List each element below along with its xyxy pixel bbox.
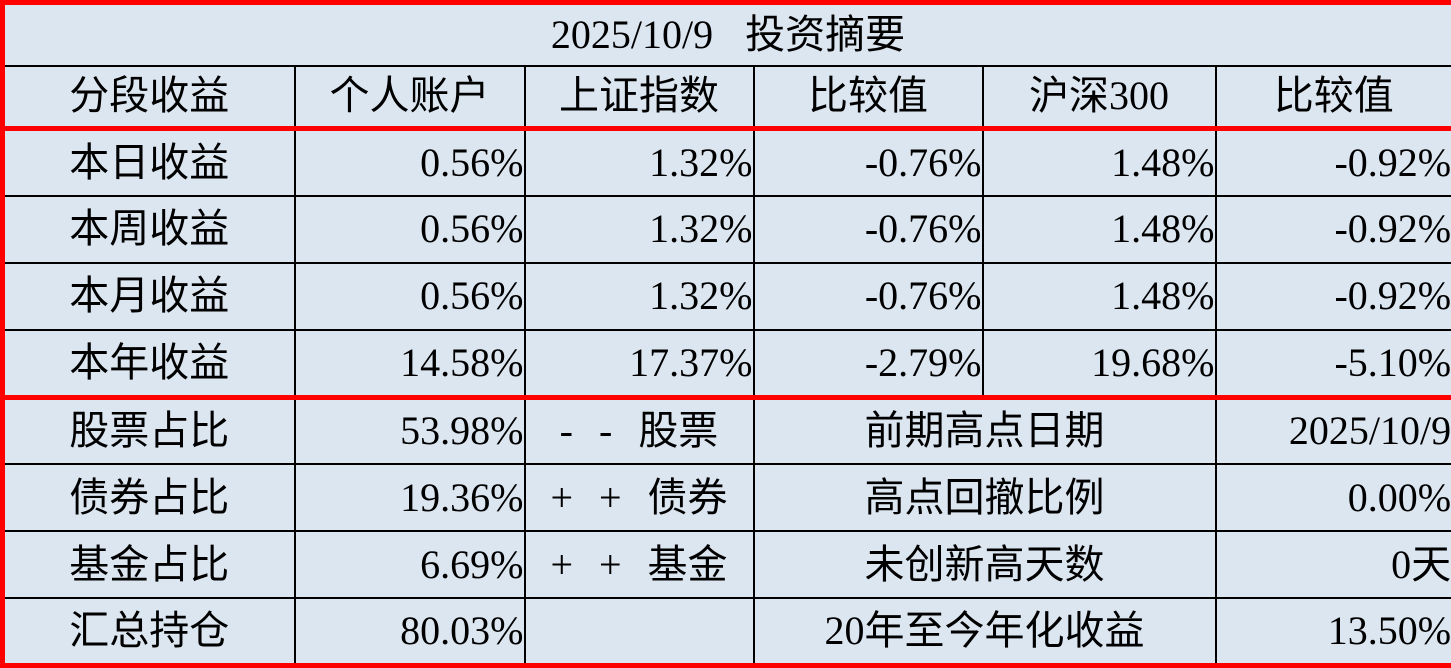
- portfolio-label: 汇总持仓: [1, 597, 296, 667]
- allocation-signal: - - 股票: [523, 395, 755, 466]
- row-label: 本周收益: [1, 194, 296, 264]
- allocation-signal: [523, 597, 755, 667]
- csi300-value: 1.48%: [981, 261, 1217, 331]
- allocation-signal: + + 债券: [523, 463, 755, 533]
- stat-value: 0.00%: [1214, 463, 1451, 533]
- sse-index-value: 17.37%: [523, 328, 755, 400]
- table-row-fund-allocation: 基金占比 6.69% + + 基金 未创新高天数 0天: [1, 530, 1451, 600]
- sse-comparison-value: -0.76%: [752, 194, 984, 264]
- table-row-daily-return: 本日收益 0.56% 1.32% -0.76% 1.48% -0.92%: [1, 127, 1451, 197]
- page-title: 2025/10/9 投资摘要: [1, 1, 1451, 67]
- column-header-csi300: 沪深300: [981, 64, 1217, 132]
- sse-comparison-value: -0.76%: [752, 127, 984, 197]
- table-row-monthly-return: 本月收益 0.56% 1.32% -0.76% 1.48% -0.92%: [1, 261, 1451, 331]
- title-row: 2025/10/9 投资摘要: [1, 1, 1451, 67]
- portfolio-label: 基金占比: [1, 530, 296, 600]
- personal-account-value: 0.56%: [293, 261, 526, 331]
- sse-index-value: 1.32%: [523, 194, 755, 264]
- row-label: 本年收益: [1, 328, 296, 400]
- csi300-comparison-value: -0.92%: [1214, 261, 1451, 331]
- portfolio-label: 股票占比: [1, 395, 296, 466]
- csi300-value: 1.48%: [981, 194, 1217, 264]
- sse-comparison-value: -2.79%: [752, 328, 984, 400]
- portfolio-value: 19.36%: [293, 463, 526, 533]
- column-header-sse-index: 上证指数: [523, 64, 755, 132]
- stat-value: 0天: [1214, 530, 1451, 600]
- personal-account-value: 0.56%: [293, 194, 526, 264]
- stat-label: 前期高点日期: [752, 395, 1217, 466]
- portfolio-value: 53.98%: [293, 395, 526, 466]
- stat-value: 2025/10/9: [1214, 395, 1451, 466]
- sse-index-value: 1.32%: [523, 127, 755, 197]
- column-header-comparison-1: 比较值: [752, 64, 984, 132]
- table-row-yearly-return: 本年收益 14.58% 17.37% -2.79% 19.68% -5.10%: [1, 328, 1451, 400]
- csi300-comparison-value: -0.92%: [1214, 194, 1451, 264]
- column-header-comparison-2: 比较值: [1214, 64, 1451, 132]
- sse-index-value: 1.32%: [523, 261, 755, 331]
- table-row-stock-allocation: 股票占比 53.98% - - 股票 前期高点日期 2025/10/9: [1, 395, 1451, 466]
- portfolio-value: 6.69%: [293, 530, 526, 600]
- stat-value: 13.50%: [1214, 597, 1451, 667]
- table-row-total-position: 汇总持仓 80.03% 20年至今年化收益 13.50%: [1, 597, 1451, 667]
- csi300-value: 19.68%: [981, 328, 1217, 400]
- row-label: 本日收益: [1, 127, 296, 197]
- stat-label: 未创新高天数: [752, 530, 1217, 600]
- stat-label: 高点回撤比例: [752, 463, 1217, 533]
- portfolio-label: 债券占比: [1, 463, 296, 533]
- allocation-signal: + + 基金: [523, 530, 755, 600]
- personal-account-value: 0.56%: [293, 127, 526, 197]
- table-row-weekly-return: 本周收益 0.56% 1.32% -0.76% 1.48% -0.92%: [1, 194, 1451, 264]
- portfolio-value: 80.03%: [293, 597, 526, 667]
- column-header-personal-account: 个人账户: [293, 64, 526, 132]
- header-row: 分段收益 个人账户 上证指数 比较值 沪深300 比较值: [1, 64, 1451, 132]
- column-header-segment-return: 分段收益: [1, 64, 296, 132]
- row-label: 本月收益: [1, 261, 296, 331]
- stat-label: 20年至今年化收益: [752, 597, 1217, 667]
- csi300-comparison-value: -0.92%: [1214, 127, 1451, 197]
- sse-comparison-value: -0.76%: [752, 261, 984, 331]
- csi300-comparison-value: -5.10%: [1214, 328, 1451, 400]
- csi300-value: 1.48%: [981, 127, 1217, 197]
- personal-account-value: 14.58%: [293, 328, 526, 400]
- table-row-bond-allocation: 债券占比 19.36% + + 债券 高点回撤比例 0.00%: [1, 463, 1451, 533]
